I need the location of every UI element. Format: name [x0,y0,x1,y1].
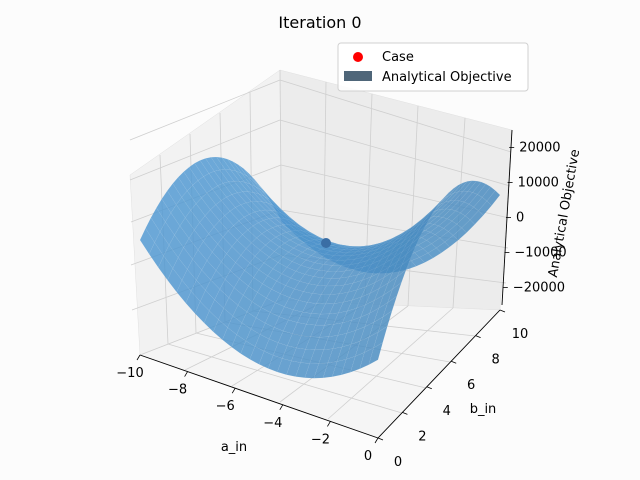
x-tick-label: −10 [116,366,143,381]
x-tick-mark [374,437,379,444]
x-tick-mark [136,354,141,361]
x-tick-label: −2 [311,432,330,447]
x-tick-labels: −10 −8 −6 −4 −2 0 [116,354,379,464]
surface-facet [444,185,458,199]
x-tick-label: −8 [168,383,187,398]
surface-facet [481,186,496,202]
legend-surface-label: Analytical Objective [382,70,512,85]
x-tick-label: 0 [364,449,372,464]
x-tick-label: −6 [216,399,235,414]
surface-facet [458,180,473,192]
z-tick-label: 0 [516,211,524,226]
y-tick-labels: 0 2 4 6 8 10 [377,309,529,470]
surface-facet [486,190,501,206]
legend-case-marker [353,52,363,62]
surface-facet [396,257,411,278]
y-tick-label: 10 [512,327,529,342]
chart-title: Iteration 0 [278,13,361,32]
legend-case-label: Case [382,50,414,65]
y-tick-mark [426,386,432,390]
z-tick-label: −20000 [513,281,565,296]
surface-facet [392,269,407,290]
z-tick-label: 20000 [519,141,560,156]
y-tick-label: 0 [394,455,402,470]
x-tick-label: −4 [263,416,282,431]
surface-facet [382,295,398,318]
x-tick-mark [184,371,188,377]
surface-facet [378,310,393,333]
z-tick-label: 10000 [518,176,559,191]
legend: Case Analytical Objective [337,42,529,92]
surface-facet [453,181,468,194]
y-tick-label: 8 [491,353,499,368]
surface-facet [439,188,454,203]
y-axis-label: b_in [470,402,497,417]
y-tick-mark [451,360,457,364]
analytical-objective-surface [139,156,501,379]
surface-facet [420,210,435,228]
surface-facet [387,281,402,304]
x-axis-label: a_in [221,440,247,455]
y-tick-mark [475,335,481,338]
y-axis-line [377,309,501,439]
z-tick-label: −10000 [514,246,566,261]
surface-facet [401,246,416,266]
x-tick-mark [279,404,284,411]
y-tick-mark [499,309,506,313]
y-tick-mark [402,412,408,415]
x-tick-mark [231,387,236,394]
x-tick-mark [327,421,331,427]
y-tick-label: 4 [443,404,451,419]
y-tick-label: 2 [418,429,426,444]
y-tick-mark [377,437,384,441]
case-point [321,238,331,248]
surface-facet [406,235,421,255]
x-axis-line [139,354,379,439]
z-tick-labels: 20000 10000 0 −10000 −20000 [502,141,567,296]
y-tick-label: 6 [467,378,475,393]
surface-facet [368,342,383,365]
legend-surface-patch [344,71,372,81]
